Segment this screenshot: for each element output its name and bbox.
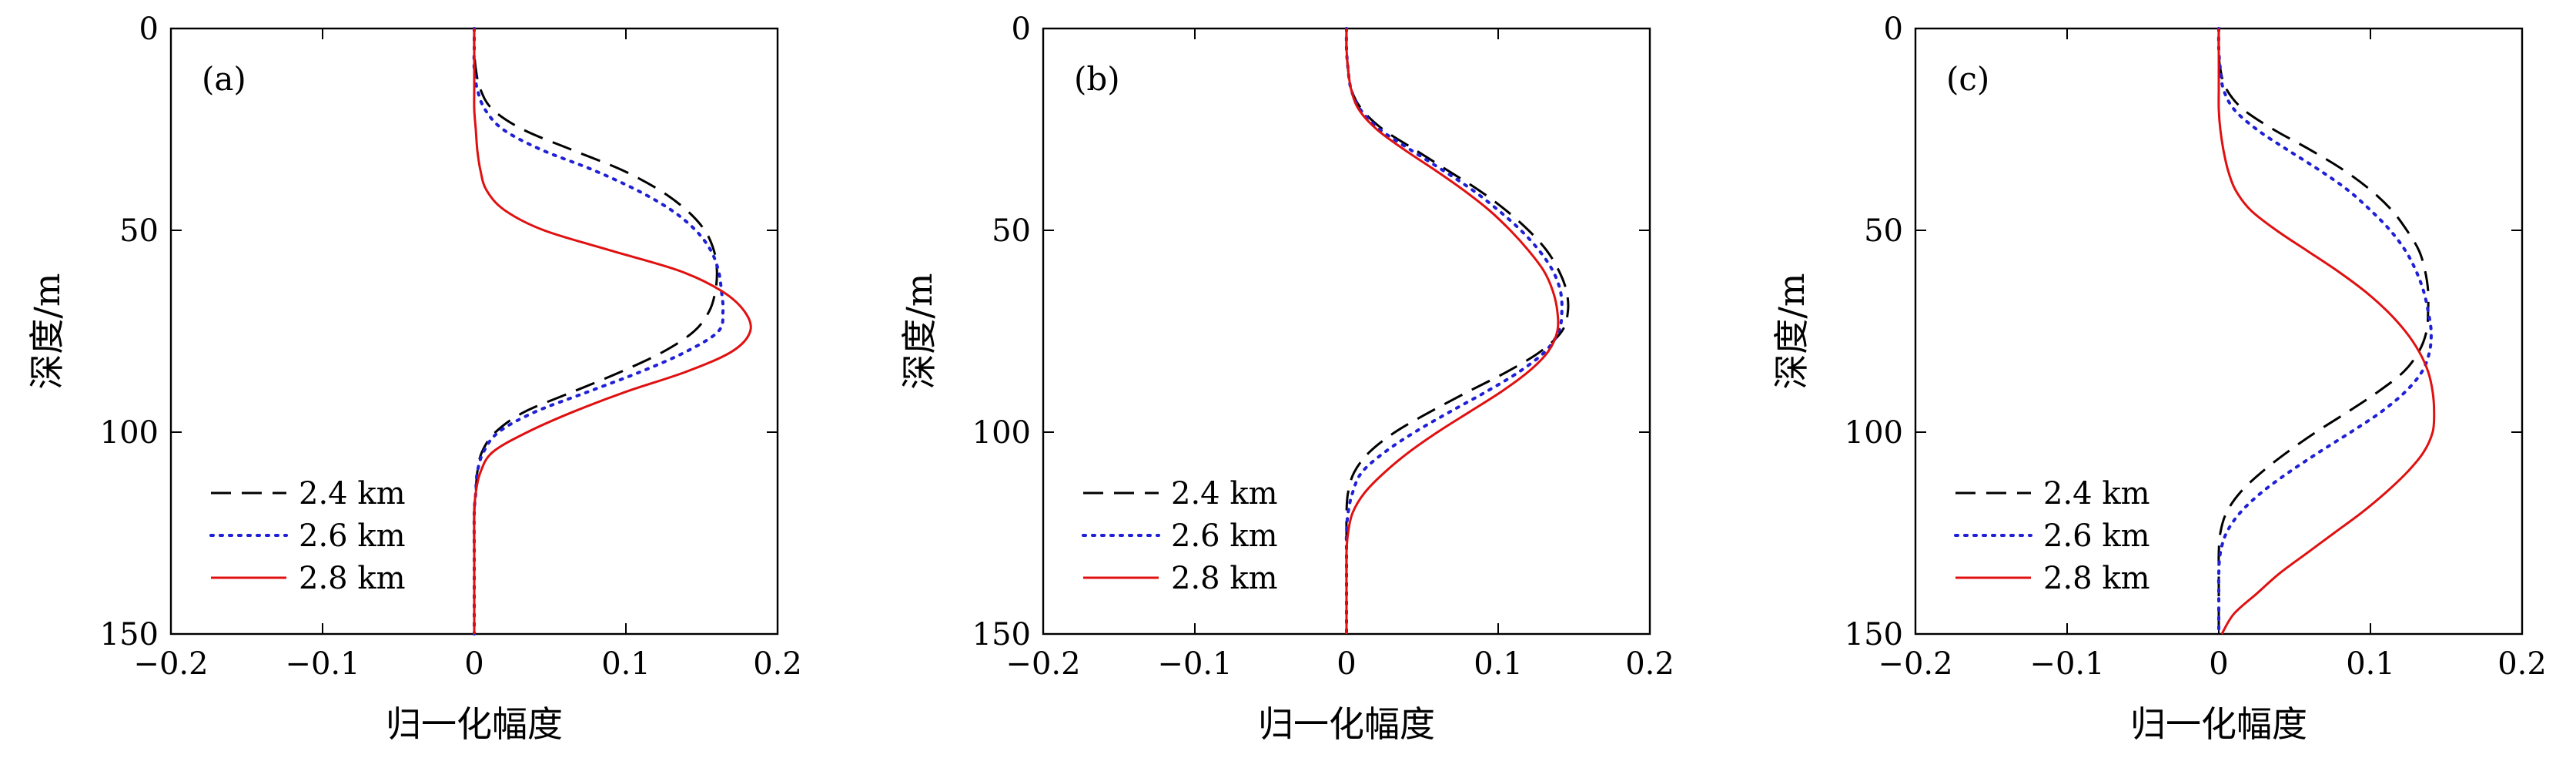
- y-tick-label: 100: [972, 415, 1031, 451]
- legend-label: 2.6 km: [299, 518, 406, 554]
- y-tick-label: 150: [972, 617, 1031, 652]
- y-axis-label: 深度/m: [1771, 273, 1812, 389]
- x-tick-label: −0.2: [1878, 646, 1952, 682]
- y-tick-label: 0: [1884, 12, 1903, 47]
- panel-label: (b): [1074, 60, 1120, 98]
- legend-label: 2.4 km: [2043, 476, 2150, 511]
- series-line-2-8km: [473, 28, 752, 634]
- series-line-2-4km: [1345, 28, 1570, 634]
- panel-label: (a): [202, 60, 246, 98]
- legend-label: 2.4 km: [299, 476, 406, 511]
- x-tick-label: 0.1: [601, 646, 651, 682]
- x-axis-label: 归一化幅度: [2130, 703, 2307, 745]
- y-tick-label: 50: [1864, 213, 1903, 249]
- series-line-2-6km: [472, 27, 725, 636]
- legend-label: 2.4 km: [1171, 476, 1278, 511]
- x-tick-label: 0: [1337, 646, 1356, 682]
- y-tick-label: 50: [119, 213, 159, 249]
- series-line-2-6km: [2216, 27, 2433, 636]
- x-tick-label: 0.1: [2346, 646, 2395, 682]
- x-tick-label: −0.1: [1157, 646, 1232, 682]
- y-tick-label: 150: [100, 617, 159, 652]
- x-tick-label: −0.1: [285, 646, 360, 682]
- x-tick-label: 0: [464, 646, 483, 682]
- x-axis-label: 归一化幅度: [1258, 703, 1435, 745]
- y-tick-label: 0: [139, 12, 159, 47]
- y-tick-label: 100: [1845, 415, 1903, 451]
- x-axis-label: 归一化幅度: [386, 703, 563, 745]
- series-line-2-8km: [2217, 29, 2436, 635]
- series-line-2-6km: [1344, 27, 1564, 636]
- legend: 2.4 km 2.6 km 2.8 km: [1954, 476, 2150, 596]
- x-tick-label: −0.1: [2029, 646, 2104, 682]
- x-tick-label: 0: [2209, 646, 2228, 682]
- x-tick-label: −0.2: [1005, 646, 1080, 682]
- legend-label: 2.6 km: [1171, 518, 1278, 554]
- legend-label: 2.6 km: [2043, 518, 2150, 554]
- legend-label: 2.8 km: [2043, 561, 2150, 596]
- legend-label: 2.8 km: [1171, 561, 1278, 596]
- x-tick-label: 0.1: [1474, 646, 1523, 682]
- y-tick-label: 150: [1845, 617, 1903, 652]
- y-axis-label: 深度/m: [898, 273, 940, 389]
- x-tick-label: 0.2: [753, 646, 802, 682]
- x-tick-label: 0.2: [1625, 646, 1674, 682]
- y-tick-label: 100: [100, 415, 159, 451]
- x-tick-label: −0.2: [133, 646, 208, 682]
- series-line-2-4km: [2217, 28, 2430, 634]
- series-line-2-8km: [1345, 28, 1560, 634]
- panel-label: (c): [1946, 60, 1989, 98]
- series-line-2-4km: [473, 28, 718, 634]
- legend: 2.4 km 2.6 km 2.8 km: [209, 476, 406, 596]
- x-tick-label: 0.2: [2497, 646, 2547, 682]
- legend-label: 2.8 km: [299, 561, 406, 596]
- legend: 2.4 km 2.6 km 2.8 km: [1082, 476, 1278, 596]
- y-axis-label: 深度/m: [26, 273, 68, 389]
- y-tick-label: 0: [1012, 12, 1031, 47]
- y-tick-label: 50: [992, 213, 1031, 249]
